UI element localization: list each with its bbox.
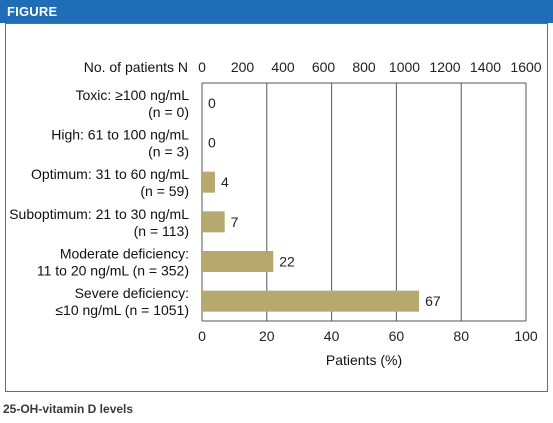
top-axis-label: No. of patients N (84, 59, 188, 75)
category-label: Toxic: ≥100 ng/mL (75, 87, 189, 103)
x-tick-label: 100 (514, 328, 538, 344)
bar (202, 211, 225, 233)
category-sublabel: (n = 59) (140, 183, 189, 199)
x-axis-label: Patients (%) (326, 352, 402, 368)
value-label: 7 (231, 214, 239, 230)
x-tick-label: 0 (198, 328, 206, 344)
category-sublabel: (n = 113) (134, 223, 189, 239)
category-label: High: 61 to 100 ng/mL (51, 127, 189, 143)
bar-chart: No. of patients N 0 200 400 600 800 1000 1200 14… (9, 59, 542, 368)
figure-frame (5, 23, 548, 392)
category-label: Suboptimum: 21 to 30 ng/mL (9, 206, 189, 222)
top-tick-label: 600 (312, 59, 336, 75)
top-tick-label: 1600 (510, 59, 541, 75)
x-tick-label: 40 (324, 328, 340, 344)
bar (202, 171, 215, 193)
figure-header: FIGURE (0, 0, 553, 23)
top-tick-label: 0 (198, 59, 206, 75)
top-tick-label: 1400 (470, 59, 501, 75)
figure-label: FIGURE (7, 4, 58, 19)
bar (202, 290, 420, 312)
category-sublabel: (n = 0) (148, 104, 189, 120)
category-label: Moderate deficiency: (60, 246, 189, 262)
category-label: Optimum: 31 to 60 ng/mL (31, 166, 189, 182)
value-label: 67 (425, 293, 441, 309)
category-sublabel: 11 to 20 ng/mL (n = 352) (37, 263, 189, 279)
bar (202, 251, 274, 272)
top-tick-label: 400 (271, 59, 295, 75)
figure-caption: 25-OH-vitamin D levels (3, 402, 134, 416)
x-tick-label: 20 (259, 328, 275, 344)
category-sublabel: (n = 3) (148, 144, 189, 160)
value-label: 22 (279, 254, 295, 270)
x-tick-label: 60 (389, 328, 405, 344)
top-tick-label: 800 (352, 59, 376, 75)
top-tick-label: 200 (231, 59, 255, 75)
category-sublabel: ≤10 ng/mL (n = 1051) (55, 302, 189, 318)
category-label: Severe deficiency: (75, 285, 189, 301)
value-label: 0 (208, 95, 216, 111)
top-tick-label: 1200 (429, 59, 460, 75)
value-label: 4 (221, 174, 229, 190)
value-label: 0 (208, 135, 216, 151)
top-tick-label: 1000 (389, 59, 420, 75)
x-tick-label: 80 (453, 328, 469, 344)
